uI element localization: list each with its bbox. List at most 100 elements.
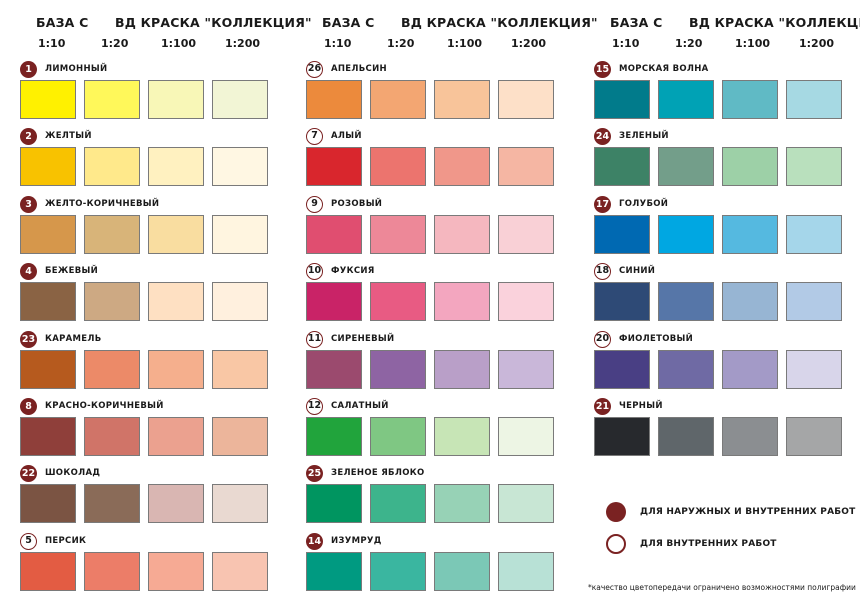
color-swatch-1-100: [722, 80, 778, 119]
color-name: ЧЕРНЫЙ: [619, 401, 663, 411]
color-swatch-1-100: [148, 147, 204, 186]
color-number-badge-filled: 15: [594, 61, 611, 78]
color-entry: 10 ФУКСИЯ: [286, 263, 556, 325]
color-swatch-1-100: [434, 484, 490, 523]
color-swatch-1-200: [212, 484, 268, 523]
color-swatch-1-20: [658, 147, 714, 186]
color-swatch-1-20: [370, 417, 426, 456]
color-swatch-1-10: [20, 80, 76, 119]
legend-exterior-interior: ДЛЯ НАРУЖНЫХ И ВНУТРЕННИХ РАБОТ: [606, 502, 856, 524]
color-swatch-1-20: [370, 215, 426, 254]
print-quality-footnote: *качество цветопередачи ограничено возмо…: [588, 583, 856, 592]
color-swatch-1-20: [370, 147, 426, 186]
base-header: БАЗА С: [36, 15, 89, 30]
color-swatch-1-10: [594, 350, 650, 389]
color-swatch-1-200: [498, 417, 554, 456]
legend-text: ДЛЯ ВНУТРЕННИХ РАБОТ: [640, 539, 777, 549]
color-swatch-1-20: [370, 484, 426, 523]
color-swatch-1-20: [84, 417, 140, 456]
color-swatch-1-200: [212, 350, 268, 389]
color-swatch-1-200: [786, 215, 842, 254]
color-swatch-1-200: [498, 215, 554, 254]
color-swatch-1-20: [370, 282, 426, 321]
color-swatch-1-200: [786, 80, 842, 119]
ratio-label: 1:200: [511, 37, 547, 50]
color-swatch-1-200: [498, 484, 554, 523]
color-swatch-1-20: [84, 350, 140, 389]
ratio-label: 1:100: [447, 37, 483, 50]
color-swatch-1-20: [84, 80, 140, 119]
color-swatch-1-10: [20, 484, 76, 523]
color-entry: 14 ИЗУМРУД: [286, 533, 556, 595]
color-entry: 21 ЧЕРНЫЙ: [574, 398, 844, 460]
color-swatch-1-100: [434, 282, 490, 321]
color-entry: 9 РОЗОВЫЙ: [286, 196, 556, 258]
color-swatch-1-100: [434, 147, 490, 186]
color-name: РОЗОВЫЙ: [331, 199, 383, 209]
color-swatch-1-100: [148, 552, 204, 591]
color-entry: 2 ЖЕЛТЫЙ: [0, 128, 270, 190]
color-swatch-1-20: [658, 282, 714, 321]
color-number-badge-outline: 5: [20, 533, 37, 550]
outline-circle-icon: [606, 534, 626, 554]
color-name: ЛИМОННЫЙ: [45, 64, 108, 74]
color-swatch-1-100: [148, 282, 204, 321]
color-number-badge-filled: 23: [20, 331, 37, 348]
color-swatch-1-10: [306, 215, 362, 254]
color-entry: 1 ЛИМОННЫЙ: [0, 61, 270, 123]
color-number-badge-filled: 21: [594, 398, 611, 415]
ratio-label: 1:20: [387, 37, 415, 50]
color-swatch-1-20: [84, 215, 140, 254]
color-name: БЕЖЕВЫЙ: [45, 266, 98, 276]
color-entry: 4 БЕЖЕВЫЙ: [0, 263, 270, 325]
color-swatch-1-10: [594, 215, 650, 254]
color-swatch-1-100: [434, 350, 490, 389]
color-swatch-1-200: [212, 282, 268, 321]
color-swatch-1-10: [20, 215, 76, 254]
color-entry: 11 СИРЕНЕВЫЙ: [286, 331, 556, 393]
color-swatch-1-10: [594, 80, 650, 119]
color-number-badge-filled: 2: [20, 128, 37, 145]
color-swatch-1-20: [370, 552, 426, 591]
ratio-label: 1:10: [38, 37, 66, 50]
color-swatch-1-100: [434, 552, 490, 591]
color-entry: 23 КАРАМЕЛЬ: [0, 331, 270, 393]
color-number-badge-filled: 24: [594, 128, 611, 145]
color-name: ГОЛУБОЙ: [619, 199, 669, 209]
color-swatch-1-10: [20, 350, 76, 389]
color-swatch-1-20: [658, 80, 714, 119]
color-entry: 5 ПЕРСИК: [0, 533, 270, 595]
color-column: БАЗА С ВД КРАСКА "КОЛЛЕКЦИЯ" 1:10 1:20 1…: [0, 0, 312, 609]
ratio-label: 1:10: [612, 37, 640, 50]
color-number-badge-outline: 10: [306, 263, 323, 280]
color-swatch-1-10: [594, 417, 650, 456]
color-swatch-1-20: [84, 147, 140, 186]
color-swatch-1-100: [722, 215, 778, 254]
color-swatch-1-200: [786, 350, 842, 389]
color-swatch-1-100: [722, 282, 778, 321]
paint-header: ВД КРАСКА "КОЛЛЕКЦИЯ": [401, 15, 598, 30]
color-swatch-1-10: [306, 282, 362, 321]
color-name: КАРАМЕЛЬ: [45, 334, 102, 344]
color-name: ШОКОЛАД: [45, 468, 101, 478]
color-swatch-1-10: [306, 147, 362, 186]
color-swatch-1-100: [722, 350, 778, 389]
color-number-badge-outline: 20: [594, 331, 611, 348]
color-swatch-1-10: [306, 350, 362, 389]
color-name: СИНИЙ: [619, 266, 656, 276]
color-entry: 8 КРАСНО-КОРИЧНЕВЫЙ: [0, 398, 270, 460]
base-header: БАЗА С: [322, 15, 375, 30]
color-swatch-1-20: [84, 552, 140, 591]
color-swatch-1-200: [786, 147, 842, 186]
color-name: ПЕРСИК: [45, 536, 87, 546]
color-swatch-1-100: [148, 417, 204, 456]
color-name: САЛАТНЫЙ: [331, 401, 389, 411]
color-swatch-1-200: [498, 147, 554, 186]
color-swatch-1-20: [658, 350, 714, 389]
color-entry: 22 ШОКОЛАД: [0, 465, 270, 527]
color-name: АПЕЛЬСИН: [331, 64, 387, 74]
color-swatch-1-20: [658, 417, 714, 456]
color-swatch-1-200: [498, 80, 554, 119]
filled-circle-icon: [606, 502, 626, 522]
color-number-badge-outline: 26: [306, 61, 323, 78]
